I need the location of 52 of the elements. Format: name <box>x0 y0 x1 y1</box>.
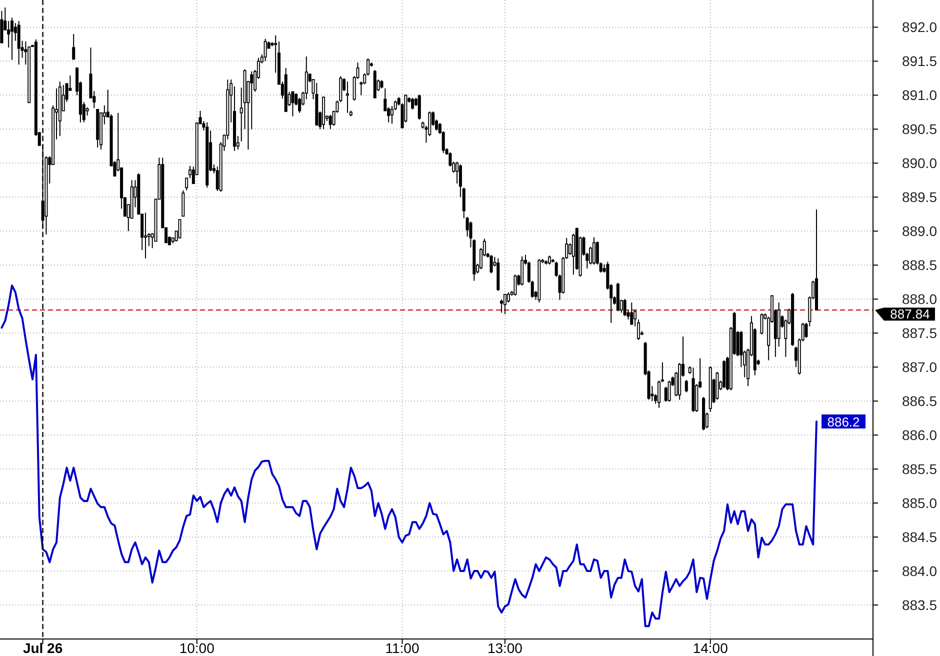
x-tick-label: 10:00 <box>179 640 215 656</box>
candlestick <box>684 380 688 393</box>
y-tick-label: 886.0 <box>902 427 938 444</box>
candlestick <box>514 274 517 296</box>
candlestick <box>250 70 254 130</box>
candlestick <box>760 312 764 335</box>
candlestick <box>264 38 267 62</box>
y-tick-label: 889.5 <box>902 189 938 206</box>
y-tick-label: 884.0 <box>902 563 938 580</box>
y-tick-label: 885.5 <box>902 461 938 478</box>
line-series <box>0 284 818 628</box>
y-tick-label: 886.5 <box>902 393 938 410</box>
data-label: 886.2 <box>827 414 860 430</box>
y-tick-label: 888.0 <box>902 291 938 308</box>
y-tick-label: 890.5 <box>902 121 938 138</box>
candlestick <box>144 212 148 259</box>
y-tick-label: 883.5 <box>902 597 938 614</box>
candlestick <box>589 246 592 265</box>
x-tick-label: 13:00 <box>487 640 523 656</box>
candlestick <box>72 33 76 60</box>
candlestick <box>182 190 185 217</box>
candlestick <box>17 20 20 66</box>
y-tick-label: 889.0 <box>902 223 938 240</box>
candlestick <box>0 10 4 44</box>
candlestick <box>490 254 493 274</box>
candlestick <box>411 97 414 110</box>
candlestick <box>623 298 626 317</box>
candlestick <box>592 236 596 265</box>
y-tick-label: 891.5 <box>902 53 938 70</box>
y-tick-label: 888.5 <box>902 257 938 274</box>
candlestick <box>506 292 510 304</box>
candlestick <box>668 380 671 402</box>
y-tick-label: 892.0 <box>902 19 938 36</box>
candlestick <box>418 94 421 120</box>
candlestick <box>328 114 332 130</box>
y-tick-label: 884.5 <box>902 529 938 546</box>
y-tick-label: 887.5 <box>902 325 938 342</box>
x-tick-label: 14:00 <box>692 640 728 656</box>
ref-line-label: 887.84 <box>890 306 930 322</box>
y-tick-label: 887.0 <box>902 359 938 376</box>
candlestick <box>520 256 524 286</box>
candlestick <box>630 302 634 326</box>
candlestick <box>503 294 506 315</box>
y-tick-label: 885.0 <box>902 495 938 512</box>
candlestick <box>178 219 182 238</box>
y-tick-label: 890.0 <box>902 155 938 172</box>
x-tick-label: Jul 26 <box>22 640 63 656</box>
y-tick-label: 891.0 <box>902 87 938 104</box>
candlestick <box>346 81 349 114</box>
x-tick-label: 11:00 <box>385 640 420 656</box>
candlestick <box>10 17 14 60</box>
candlestick <box>291 91 294 117</box>
